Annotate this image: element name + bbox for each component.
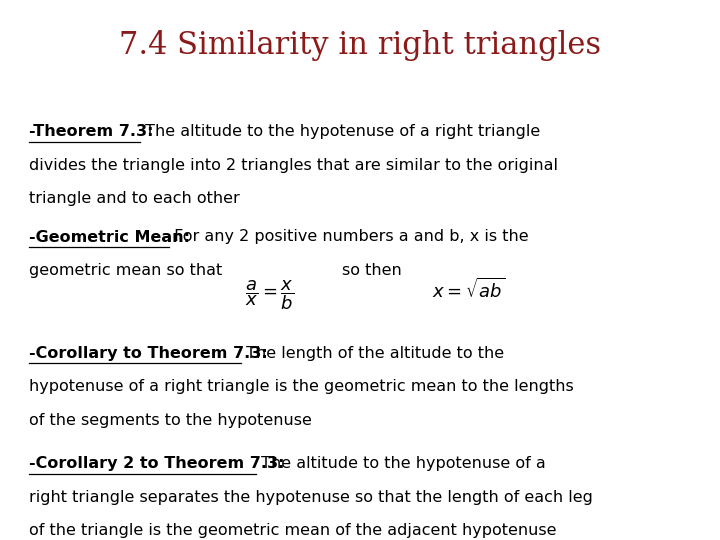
- Text: of the triangle is the geometric mean of the adjacent hypotenuse: of the triangle is the geometric mean of…: [29, 523, 557, 538]
- Text: For any 2 positive numbers a and b, x is the: For any 2 positive numbers a and b, x is…: [169, 230, 528, 245]
- Text: The altitude to the hypotenuse of a: The altitude to the hypotenuse of a: [256, 456, 545, 471]
- Text: 7.4 Similarity in right triangles: 7.4 Similarity in right triangles: [119, 30, 601, 60]
- Text: geometric mean so that: geometric mean so that: [29, 263, 222, 278]
- Text: divides the triangle into 2 triangles that are similar to the original: divides the triangle into 2 triangles th…: [29, 158, 558, 173]
- Text: of the segments to the hypotenuse: of the segments to the hypotenuse: [29, 413, 312, 428]
- Text: so then: so then: [342, 263, 402, 278]
- Text: -Geometric Mean:: -Geometric Mean:: [29, 230, 190, 245]
- Text: hypotenuse of a right triangle is the geometric mean to the lengths: hypotenuse of a right triangle is the ge…: [29, 379, 574, 394]
- Text: $\dfrac{a}{x} = \dfrac{x}{b}$: $\dfrac{a}{x} = \dfrac{x}{b}$: [245, 278, 294, 312]
- Text: -Theorem 7.3:: -Theorem 7.3:: [29, 124, 153, 139]
- Text: -Corollary 2 to Theorem 7.3:: -Corollary 2 to Theorem 7.3:: [29, 456, 284, 471]
- Text: triangle and to each other: triangle and to each other: [29, 191, 240, 206]
- Text: right triangle separates the hypotenuse so that the length of each leg: right triangle separates the hypotenuse …: [29, 490, 593, 505]
- Text: $x = \sqrt{ab}$: $x = \sqrt{ab}$: [432, 278, 505, 302]
- Text: -Corollary to Theorem 7.3:: -Corollary to Theorem 7.3:: [29, 346, 268, 361]
- Text: The altitude to the hypotenuse of a right triangle: The altitude to the hypotenuse of a righ…: [140, 124, 541, 139]
- Text: The length of the altitude to the: The length of the altitude to the: [241, 346, 504, 361]
